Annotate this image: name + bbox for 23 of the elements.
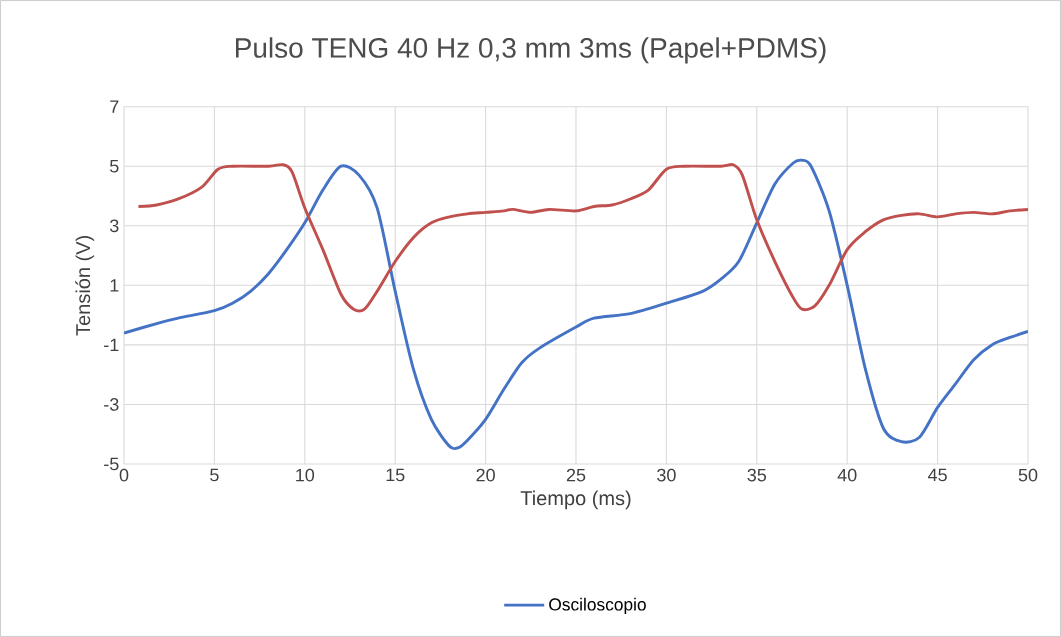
x-tick-label: 15 [386, 468, 405, 482]
x-tick-label: 35 [747, 468, 767, 482]
y-axis-title: Tensión (V) [75, 236, 95, 336]
x-tick-label: 50 [1018, 468, 1038, 482]
y-tick-label: -5 [104, 457, 119, 471]
x-tick-label: 45 [928, 468, 947, 482]
legend-label: Osciloscopio [549, 597, 646, 615]
x-tick-label: 40 [837, 468, 857, 482]
y-tick-label: -1 [104, 338, 119, 352]
line-series [124, 158, 1028, 450]
x-tick-label: 20 [476, 468, 495, 482]
y-tick-label: -3 [104, 398, 119, 411]
x-tick-label: 30 [657, 468, 676, 482]
x-axis-title: Tiempo (ms) [520, 490, 631, 510]
y-tick-label: 1 [110, 279, 119, 292]
y-tick-label: 5 [109, 159, 119, 173]
x-tick-label: 5 [210, 468, 219, 482]
x-tick-label: 0 [119, 468, 129, 482]
y-tick-label: 7 [110, 100, 119, 113]
x-tick-label: 10 [296, 468, 315, 482]
y-tick-label: 3 [109, 219, 119, 233]
chart-title: Pulso TENG 40 Hz 0,3 mm 3ms (Papel+PDMS) [235, 37, 826, 64]
x-tick-label: 25 [566, 468, 586, 482]
